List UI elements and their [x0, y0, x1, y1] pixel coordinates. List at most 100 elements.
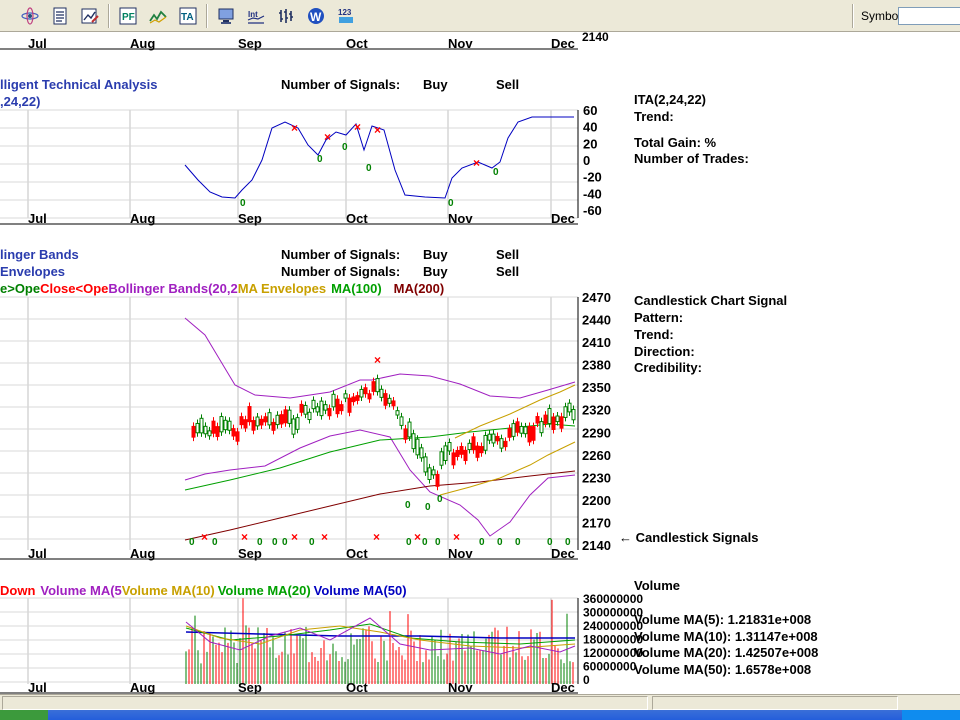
month-label: Dec	[551, 211, 575, 226]
candle-sell-signal: ×	[373, 530, 380, 544]
candle-body	[247, 406, 252, 423]
candle-body	[347, 397, 352, 413]
y-tick-label: 2290	[582, 425, 611, 440]
candle-body	[503, 440, 508, 448]
candle-body	[315, 406, 320, 413]
candle-body	[507, 428, 512, 438]
ita-info-trend: Trend:	[634, 109, 674, 124]
sell-signal-marker: ×	[473, 156, 480, 170]
price-tick-label: 2140	[582, 32, 609, 44]
volume-y-axis: 3600000003000000002400000001800000001200…	[583, 592, 643, 687]
month-label: Aug	[130, 211, 155, 226]
charts-area[interactable]: Jul Aug Sep Oct Nov Dec 2140 lligent Technica…	[0, 32, 960, 694]
envelopes-title: Envelopes	[0, 264, 65, 279]
candle-info-pattern: Pattern:	[634, 310, 683, 325]
month-label: Aug	[130, 36, 155, 51]
svg-text:Int: Int	[248, 10, 258, 19]
month-label: Dec	[551, 680, 575, 694]
candle-body	[511, 423, 516, 437]
candle-body	[471, 436, 476, 451]
volume-ma20-line	[185, 623, 576, 645]
candle-body	[427, 467, 432, 480]
candle-body	[367, 393, 372, 400]
legend-down-candles: Close<Ope	[40, 281, 108, 296]
ita-plot-area[interactable]: ××× ××000000	[0, 109, 579, 219]
candle-body	[519, 425, 524, 434]
month-label: Aug	[130, 546, 155, 561]
y-tick-label: 60000000	[583, 660, 637, 674]
ita-panel[interactable]: lligent Technical Analysis ,24,22) Numbe…	[0, 77, 749, 226]
candle-body	[271, 421, 276, 431]
legend-volume-ma10: Volume MA(10)	[122, 583, 215, 598]
y-tick-label: 240000000	[583, 619, 643, 633]
monitor-icon[interactable]	[214, 4, 238, 28]
symbol-input[interactable]	[898, 7, 960, 25]
candle-body	[403, 428, 408, 440]
top-date-axis: Jul Aug Sep Oct Nov Dec 2140	[0, 32, 609, 51]
line-chart-icon[interactable]	[146, 4, 170, 28]
y-tick-label: 2440	[582, 313, 611, 328]
volume-ma10-line	[185, 625, 576, 649]
bollinger-upper	[184, 317, 576, 399]
ita-info-trades: Number of Trades:	[634, 151, 749, 166]
y-tick-label: 2170	[582, 515, 611, 530]
int-chart-icon[interactable]: Int	[244, 4, 268, 28]
legend-up-candles: e>Ope	[0, 281, 40, 296]
candle-body	[215, 426, 220, 437]
candle-body	[491, 433, 496, 444]
candle-buy-signal: 0	[405, 500, 411, 511]
sell-signal-marker: ×	[374, 123, 381, 137]
svg-text:TA: TA	[181, 12, 194, 23]
candle-body	[523, 426, 528, 435]
buy-signal-marker: 0	[366, 163, 372, 174]
y-tick-label: -40	[583, 186, 602, 201]
candle-body	[439, 451, 444, 466]
start-button[interactable]	[0, 710, 48, 720]
pf-chart-icon[interactable]: PF	[116, 4, 140, 28]
envelope-lower	[439, 441, 576, 496]
candle-buy-signal: 0	[497, 537, 503, 548]
candle-body	[487, 433, 492, 441]
document-list-icon[interactable]	[48, 4, 72, 28]
candle-buy-signal: 0	[425, 502, 431, 513]
ma100-line	[184, 423, 576, 491]
candle-body	[399, 416, 404, 426]
candle-sell-signal: ×	[453, 530, 460, 544]
toolbar-separator	[852, 4, 854, 28]
price-plot-area[interactable]: × × × × × × ×0 0 0 0 0 0 0 0 0 0 0 0 0 0×0 00	[0, 296, 579, 550]
volume-panel[interactable]: Down Volume MA(5Volume MA(10) Volume MA(20…	[0, 578, 818, 694]
web-icon[interactable]: W	[304, 4, 328, 28]
y-tick-label: 120000000	[583, 646, 643, 660]
ta-icon[interactable]: TA	[176, 4, 200, 28]
buy-signal-marker: 0	[240, 198, 246, 209]
svg-text:W: W	[310, 10, 322, 24]
candle-body	[295, 417, 300, 430]
svg-text:PF: PF	[122, 12, 135, 23]
candle-body	[371, 381, 376, 392]
candle-body	[495, 435, 500, 442]
candlestick-signals-caption: ← Candlestick Signals	[619, 530, 758, 545]
candle-body	[551, 416, 556, 431]
legend-ma100: MA(100)	[331, 281, 382, 296]
y-tick-label: 2260	[582, 448, 611, 463]
status-panel-right	[652, 696, 898, 710]
candle-body	[203, 425, 208, 435]
atom-icon[interactable]	[18, 4, 42, 28]
count-123-icon[interactable]: 123	[334, 4, 358, 28]
month-label: Oct	[346, 211, 368, 226]
y-tick-label: 180000000	[583, 633, 643, 647]
y-tick-label: 2320	[582, 403, 611, 418]
bar-chart-icon[interactable]	[274, 4, 298, 28]
chart-edit-icon[interactable]	[78, 4, 102, 28]
candle-sell-signal: ×	[201, 530, 208, 544]
y-tick-label: 0	[583, 153, 590, 168]
month-label: Jul	[28, 211, 47, 226]
candle-body	[515, 421, 520, 433]
volume-info-ma10: Volume MA(10): 1.31147e+008	[634, 629, 818, 644]
price-panel[interactable]: linger Bands Envelopes Number of Signals…	[0, 247, 787, 561]
y-tick-label: 360000000	[583, 592, 643, 606]
candle-buy-signal: 0	[282, 537, 288, 548]
volume-plot-area[interactable]	[0, 597, 579, 684]
month-label: Jul	[28, 546, 47, 561]
